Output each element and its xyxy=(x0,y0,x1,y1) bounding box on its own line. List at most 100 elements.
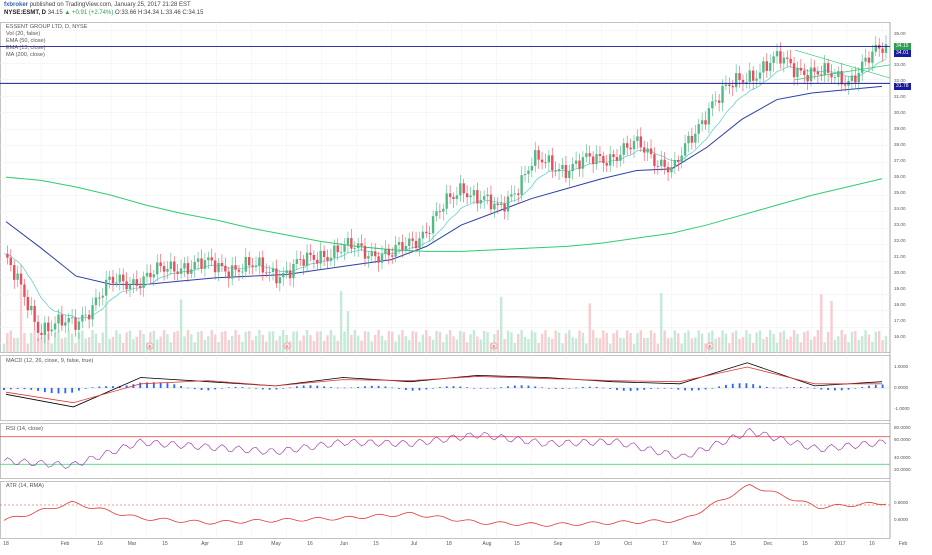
candle-body xyxy=(758,72,762,79)
legend-item-ma200[interactable]: MA (200, close) xyxy=(6,52,45,58)
candle-body xyxy=(339,251,343,253)
volume-bar xyxy=(128,330,132,352)
macd-histogram-bar xyxy=(180,386,182,388)
macd-histogram-bar xyxy=(295,386,298,388)
volume-bar xyxy=(683,332,687,352)
candle-body xyxy=(561,165,564,170)
volume-bar xyxy=(16,337,19,352)
candle-body xyxy=(275,268,278,284)
candle-body xyxy=(285,270,288,273)
volume-bar xyxy=(540,333,544,352)
volume-bar xyxy=(653,333,656,352)
candle-body xyxy=(734,73,738,88)
macd-histogram-bar xyxy=(357,386,360,388)
volume-bar xyxy=(554,330,557,352)
macd-histogram-bar xyxy=(57,388,60,394)
candle-body xyxy=(493,203,496,210)
candle-body xyxy=(486,194,489,197)
candle-body xyxy=(213,260,217,273)
volume-bar xyxy=(884,335,888,352)
volume-bar xyxy=(91,330,94,352)
volume-bar xyxy=(816,330,820,352)
candle-body xyxy=(523,173,527,176)
publisher-name[interactable]: fxbroker xyxy=(4,2,29,8)
macd-histogram-bar xyxy=(193,388,196,390)
macd-histogram-bar xyxy=(200,388,203,391)
macd-histogram-bar xyxy=(459,386,462,388)
macd-y-tick: 0.0000 xyxy=(894,385,909,390)
macd-histogram-bar xyxy=(3,388,5,391)
legend-item-ema13[interactable]: EMA (13, close) xyxy=(6,45,46,51)
volume-bar xyxy=(121,342,125,352)
candle-body xyxy=(121,274,125,282)
candle-body xyxy=(203,260,207,269)
macd-histogram-bar xyxy=(684,388,686,391)
legend-item-ema50[interactable]: EMA (50, close) xyxy=(6,38,46,44)
volume-bar xyxy=(94,333,98,352)
volume-bar xyxy=(830,300,833,352)
volume-bar xyxy=(149,332,152,352)
volume-bar xyxy=(207,336,210,352)
price-change: ▲ +0.91 (+2.74%) xyxy=(64,10,114,16)
macd-histogram-bar xyxy=(670,388,673,389)
macd-histogram-bar xyxy=(384,386,387,388)
x-axis-label: 16 xyxy=(307,541,313,547)
macd-histogram-bar xyxy=(64,388,67,394)
candle-body xyxy=(305,252,309,266)
resistance-tag: 34.01 xyxy=(894,50,911,57)
macd-histogram-bar xyxy=(765,386,768,388)
volume-bar xyxy=(132,339,135,352)
macd-histogram-bar xyxy=(513,385,516,388)
rsi-panel-title[interactable]: RSI (14, close) xyxy=(6,426,43,432)
candle-body xyxy=(765,61,769,71)
volume-bar xyxy=(101,332,104,352)
price-y-tick: 24.00 xyxy=(894,206,906,211)
volume-bar xyxy=(704,343,707,352)
volume-bar xyxy=(19,290,23,352)
legend-item-volume[interactable]: Vol (20, false) xyxy=(6,31,41,37)
volume-bar xyxy=(30,332,33,352)
candle-body xyxy=(612,154,615,158)
candle-body xyxy=(854,75,857,83)
volume-bar xyxy=(847,341,850,352)
volume-bar xyxy=(57,330,60,352)
macd-histogram-bar xyxy=(486,388,489,389)
candle-body xyxy=(220,262,224,266)
volume-bar xyxy=(694,337,697,352)
volume-bar xyxy=(731,332,734,352)
candle-body xyxy=(326,256,329,261)
macd-panel-title[interactable]: MACD (12, 26, close, 9, false, true) xyxy=(6,358,94,364)
macd-histogram-bar xyxy=(37,388,39,391)
volume-bar xyxy=(142,333,145,352)
atr-y-tick: 0.8000 xyxy=(894,500,909,505)
macd-histogram-bar xyxy=(697,388,700,391)
macd-histogram-bar xyxy=(582,386,584,388)
macd-histogram-bar xyxy=(663,388,666,389)
volume-bar xyxy=(496,330,499,352)
candle-body xyxy=(401,242,404,250)
candle-body xyxy=(643,147,646,153)
candle-body xyxy=(731,85,734,88)
volume-bar xyxy=(312,340,316,352)
macd-histogram-bar xyxy=(711,388,714,389)
candle-body xyxy=(445,193,448,209)
atr-panel-title[interactable]: ATR (14, RMA) xyxy=(6,483,44,489)
candle-body xyxy=(319,250,322,264)
atr-y-tick: 0.6000 xyxy=(894,517,909,522)
volume-bar xyxy=(482,330,486,352)
volume-bar xyxy=(397,334,401,352)
macd-histogram-bar xyxy=(377,385,380,388)
earnings-marker-label: E xyxy=(492,344,495,349)
volume-bar xyxy=(118,333,121,352)
price-y-tick: 18.00 xyxy=(894,302,906,307)
volume-bar xyxy=(462,332,465,352)
volume-bar xyxy=(769,330,772,352)
candle-body xyxy=(707,108,711,125)
volume-bar xyxy=(803,332,806,352)
symbol-header: NYSE:ESMT, D 34.15 ▲ +0.91 (+2.74%) O:33… xyxy=(4,10,203,16)
candle-body xyxy=(476,190,479,204)
volume-bar xyxy=(241,341,244,352)
candle-body xyxy=(751,70,755,81)
